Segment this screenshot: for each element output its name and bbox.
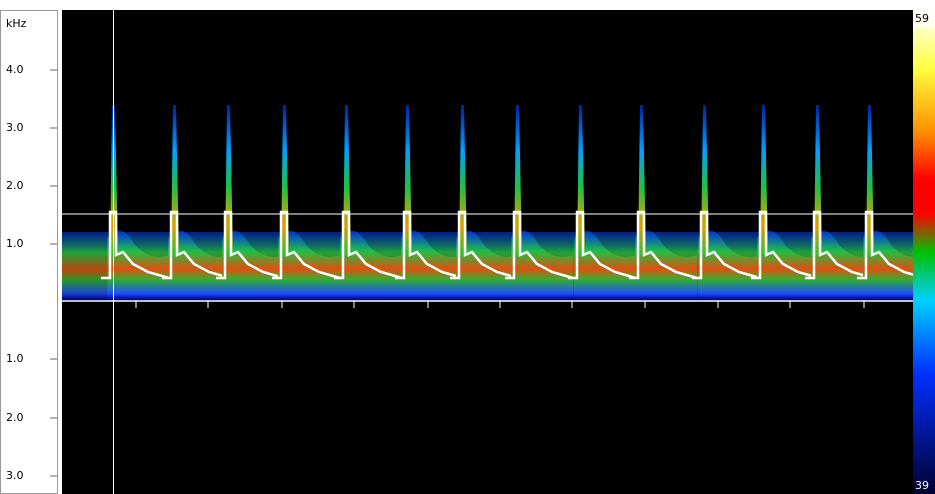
tick-label: 1.0 [6, 237, 24, 250]
tick-label: 3.0 [6, 469, 24, 482]
tick-label: 2.0 [6, 179, 24, 192]
colorbar-min: 39 [915, 479, 929, 492]
color-bar [913, 10, 935, 494]
tick-label: 2.0 [6, 411, 24, 424]
colorbar-max: 59 [915, 12, 929, 25]
spectrogram-window: kHz 4.0 3.0 2.0 1.0 1.0 2.0 3.0 59 39 [0, 0, 935, 494]
tick-label: 1.0 [6, 352, 24, 365]
tick-label: 4.0 [6, 63, 24, 76]
unit-label: kHz [6, 17, 27, 30]
tick-label: 3.0 [6, 121, 24, 134]
